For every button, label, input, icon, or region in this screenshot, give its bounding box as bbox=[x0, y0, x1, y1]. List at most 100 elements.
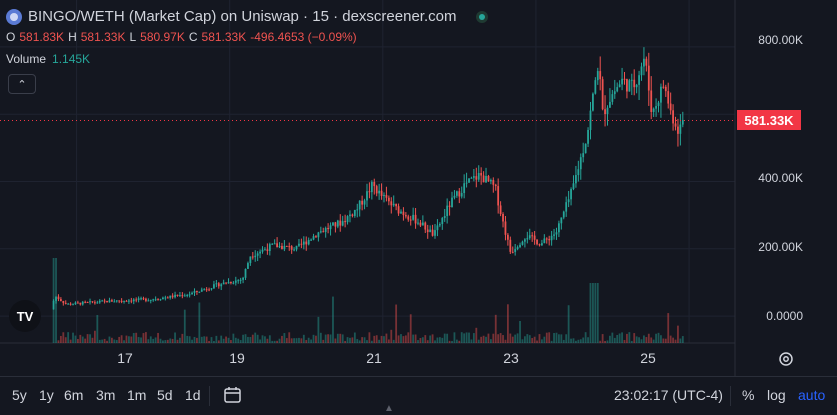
volume-bar bbox=[672, 337, 674, 343]
volume-bar bbox=[562, 339, 565, 343]
volume-bar bbox=[293, 338, 296, 343]
uniswap-logo-icon bbox=[6, 8, 22, 25]
percent-scale-toggle[interactable]: % bbox=[742, 387, 755, 403]
candle-body bbox=[400, 211, 402, 214]
candle-body bbox=[242, 277, 244, 280]
candle-body bbox=[86, 301, 89, 303]
volume-bar bbox=[322, 339, 325, 343]
price-axis-label: 800.00K bbox=[758, 33, 803, 47]
candle-body bbox=[334, 222, 337, 227]
candle-body bbox=[237, 280, 240, 282]
candle-body bbox=[123, 300, 125, 302]
candle-body bbox=[249, 256, 252, 264]
candle-body bbox=[630, 79, 633, 81]
candle-body bbox=[407, 216, 410, 220]
candle-body bbox=[472, 176, 475, 178]
candle-body bbox=[69, 303, 72, 305]
candle-body bbox=[672, 110, 674, 124]
volume-bar bbox=[183, 309, 186, 343]
candle-body bbox=[482, 175, 485, 183]
candle-body bbox=[106, 300, 108, 303]
volume-bar bbox=[290, 338, 293, 343]
expand-panel-icon[interactable]: ▲ bbox=[384, 403, 394, 414]
candle-body bbox=[497, 186, 500, 206]
volume-bar bbox=[215, 335, 218, 343]
timeframe-5d[interactable]: 5d bbox=[157, 387, 173, 403]
volume-bar bbox=[431, 334, 434, 343]
volume-bar bbox=[370, 340, 373, 343]
volume-bar bbox=[647, 333, 650, 343]
candle-body bbox=[210, 288, 213, 290]
candle-body bbox=[526, 238, 529, 240]
timeframe-6m[interactable]: 6m bbox=[64, 387, 84, 403]
volume-bar bbox=[349, 337, 351, 343]
volume-bar bbox=[312, 334, 315, 343]
price-axis-label: 400.00K bbox=[758, 171, 803, 185]
volume-bar bbox=[453, 332, 456, 343]
timeframe-1d[interactable]: 1d bbox=[185, 387, 201, 403]
candle-body bbox=[137, 298, 140, 300]
volume-bar bbox=[278, 338, 281, 343]
candle-body bbox=[193, 290, 196, 293]
auto-scale-toggle[interactable]: auto bbox=[798, 387, 826, 403]
open-value: 581.83K bbox=[19, 30, 65, 44]
candle-body bbox=[502, 213, 504, 222]
volume-bar bbox=[412, 334, 415, 343]
price-chart[interactable] bbox=[0, 0, 837, 376]
volume-bar bbox=[455, 339, 458, 343]
volume-bar bbox=[254, 332, 257, 343]
candle-body bbox=[188, 294, 191, 296]
candle-body bbox=[74, 302, 77, 305]
timeframe-1y[interactable]: 1y bbox=[39, 387, 54, 403]
timezone-clock[interactable]: 23:02:17 (UTC-4) bbox=[614, 387, 723, 403]
volume-bar bbox=[601, 334, 604, 343]
collapse-legend-button[interactable]: ⌃ bbox=[8, 74, 36, 94]
candle-body bbox=[149, 299, 152, 301]
candle-body bbox=[623, 78, 626, 80]
candle-body bbox=[273, 243, 276, 245]
candle-body bbox=[125, 300, 128, 302]
volume-bar bbox=[358, 340, 361, 343]
log-scale-toggle[interactable]: log bbox=[767, 387, 786, 403]
candle-body bbox=[101, 300, 104, 302]
candle-body bbox=[266, 249, 269, 252]
candle-body bbox=[419, 222, 422, 226]
timeframe-5y[interactable]: 5y bbox=[12, 387, 27, 403]
volume-bar bbox=[655, 333, 657, 343]
candle-body bbox=[319, 231, 322, 233]
volume-bar bbox=[147, 339, 150, 343]
volume-bar bbox=[565, 334, 568, 343]
candle-body bbox=[332, 222, 334, 226]
candle-body bbox=[259, 251, 261, 254]
volume-bar bbox=[392, 339, 395, 343]
volume-bar bbox=[106, 340, 108, 343]
tradingview-logo-icon[interactable]: TV bbox=[9, 300, 41, 332]
volume-bar bbox=[179, 337, 181, 343]
volume-bar bbox=[485, 336, 487, 343]
candle-body bbox=[166, 297, 169, 299]
low-key: L bbox=[129, 30, 137, 44]
candle-body bbox=[254, 255, 257, 258]
volume-bar bbox=[582, 337, 585, 343]
volume-bar bbox=[103, 338, 106, 343]
date-range-calendar-icon[interactable] bbox=[223, 385, 243, 405]
volume-bar bbox=[149, 336, 152, 343]
volume-bar bbox=[339, 333, 342, 343]
volume-bar bbox=[319, 332, 322, 343]
timeframe-1m[interactable]: 1m bbox=[127, 387, 147, 403]
volume-bar bbox=[283, 333, 286, 343]
volume-bar bbox=[480, 336, 483, 343]
candle-body bbox=[256, 253, 259, 256]
timeframe-3m[interactable]: 3m bbox=[96, 387, 116, 403]
volume-bar bbox=[101, 339, 104, 343]
candle-body bbox=[681, 120, 684, 125]
candle-body bbox=[200, 289, 203, 292]
volume-bar bbox=[110, 337, 113, 343]
volume-bar bbox=[230, 339, 232, 343]
candle-body bbox=[159, 299, 162, 301]
settings-gear-icon[interactable] bbox=[778, 351, 794, 367]
volume-bar bbox=[657, 332, 660, 343]
volume-bar bbox=[677, 325, 679, 343]
volume-bar bbox=[84, 338, 87, 343]
